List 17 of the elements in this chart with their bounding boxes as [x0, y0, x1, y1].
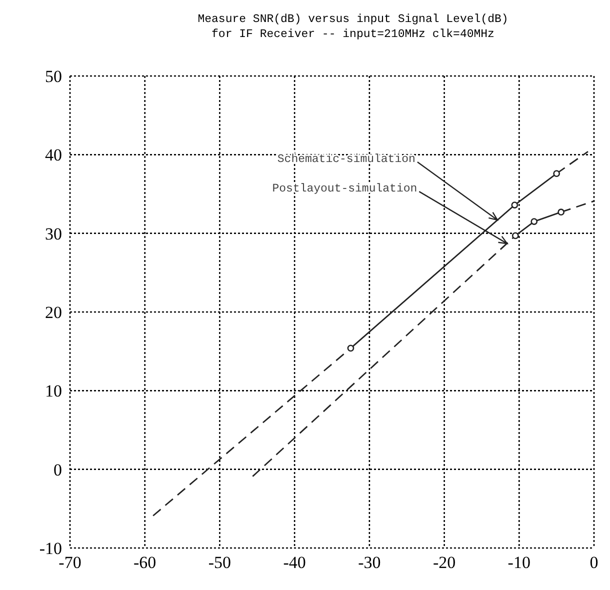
x-tick-label: 0 — [590, 553, 598, 572]
x-tick-label: -30 — [358, 553, 381, 572]
x-tick-label: -60 — [134, 553, 156, 572]
y-tick-label: 20 — [45, 303, 62, 322]
x-tick-label: -10 — [508, 553, 530, 572]
x-tick-label: -20 — [432, 553, 456, 572]
y-tick-label: 50 — [45, 67, 62, 86]
chart-subtitle: for IF Receiver -- input=210MHz clk=40MHz — [210, 27, 496, 42]
y-tick-label: 0 — [54, 460, 62, 480]
chart-title: Measure SNR(dB) versus input Signal Level(dB) — [196, 12, 510, 27]
y-tick-label: 30 — [45, 224, 62, 244]
x-tick-label: -50 — [208, 553, 232, 572]
y-tick-label: 40 — [45, 146, 62, 165]
x-tick-label: -40 — [283, 553, 306, 572]
y-tick-label: 10 — [45, 382, 62, 401]
annotation: Schematic-simulation — [277, 152, 416, 166]
annotation: Postlayout-simulation — [272, 182, 418, 196]
